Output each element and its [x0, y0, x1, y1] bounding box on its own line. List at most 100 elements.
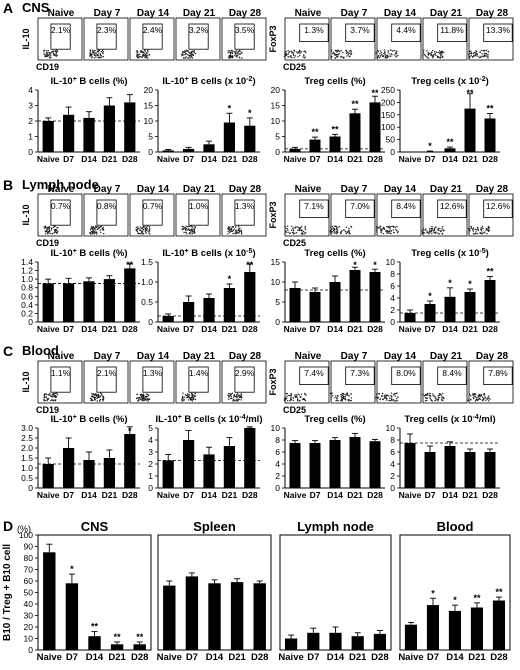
flow-event-dot [138, 232, 140, 235]
flow-y-axis-label: IL-10 [21, 204, 31, 225]
flow-event-dot [99, 395, 102, 397]
flow-event-dot [393, 393, 395, 396]
flow-event-dot [186, 393, 189, 395]
flow-event-dot [186, 49, 188, 51]
flow-event-dot [480, 227, 483, 229]
flow-event-dot [236, 400, 239, 402]
significance-marker: ** [331, 124, 339, 134]
flow-event-dot [148, 226, 151, 228]
flow-event-dot [390, 232, 392, 235]
flow-gate-percent: 0.8% [97, 201, 117, 211]
flow-event-dot [389, 397, 391, 399]
flow-event-dot [92, 232, 94, 235]
flow-event-dot [293, 56, 295, 59]
flow-event-dot [298, 229, 301, 232]
flow-event-dot [475, 229, 478, 231]
flow-event-dot [299, 226, 302, 229]
flow-event-dot [56, 50, 59, 52]
flow-event-dot [350, 397, 352, 399]
flow-event-dot [236, 392, 239, 395]
flow-event-dot [347, 400, 350, 402]
flow-event-dot [298, 226, 300, 229]
flow-event-dot [385, 55, 387, 58]
flow-event-dot [144, 231, 147, 233]
flow-event-dot [140, 393, 143, 396]
flow-event-dot [295, 232, 298, 234]
flow-event-dot [141, 227, 143, 230]
y-tick-label: 3.0 [21, 423, 33, 433]
flow-event-dot [181, 395, 184, 398]
flow-column-header: Day 21 [183, 184, 216, 195]
flow-event-dot [137, 54, 139, 57]
flow-event-dot [488, 227, 490, 229]
flow-event-dot [49, 232, 51, 235]
y-tick-label: 6 [275, 447, 280, 457]
flow-column-header: Day 28 [476, 351, 509, 362]
flow-event-dot [193, 51, 196, 54]
flow-event-dot [301, 225, 303, 228]
chart-title-text: Blood [437, 519, 474, 534]
flow-event-dot [289, 56, 292, 58]
flow-event-dot [344, 231, 347, 233]
flow-event-dot [93, 227, 96, 230]
x-tick-label: D21 [347, 490, 363, 500]
flow-event-dot [435, 54, 437, 56]
bar [464, 108, 476, 152]
flow-event-dot [437, 397, 440, 399]
bar [329, 136, 341, 152]
bar [124, 102, 136, 152]
flow-event-dot [343, 57, 345, 59]
flow-event-dot [144, 228, 147, 230]
y-tick-label: 200 [381, 97, 395, 107]
flow-gate-percent: 7.8% [488, 368, 508, 378]
flow-event-dot [137, 51, 139, 53]
flow-event-dot [299, 52, 301, 54]
flow-gate [437, 199, 467, 219]
chart-title-text: CNS [81, 519, 109, 534]
flow-event-dot [238, 398, 240, 400]
flow-event-dot [92, 393, 94, 396]
flow-event-dot [235, 229, 237, 231]
x-tick-label: D7 [307, 652, 319, 663]
flow-event-dot [90, 54, 93, 57]
flow-event-dot [386, 394, 389, 396]
flow-event-dot [472, 230, 474, 232]
chart-title-text: Treg cells (x 10 [404, 414, 472, 425]
chart-title: Spleen [193, 519, 236, 534]
flow-event-dot [336, 54, 338, 56]
flow-event-dot [92, 231, 94, 233]
flow-event-dot [102, 226, 104, 228]
flow-event-dot [144, 397, 146, 400]
flow-event-dot [96, 52, 98, 54]
flow-event-dot [337, 55, 339, 57]
flow-event-dot [286, 395, 288, 397]
flow-event-dot [473, 51, 476, 54]
flow-event-dot [188, 57, 190, 59]
bar [83, 460, 95, 488]
chart-title-text: IL-10 [51, 414, 73, 425]
flow-event-dot [301, 229, 303, 232]
flow-event-dot [289, 232, 291, 234]
flow-dot-cloud [89, 225, 105, 235]
flow-event-dot [56, 392, 58, 394]
flow-plot-frame [376, 360, 422, 404]
bar [309, 443, 321, 488]
flow-event-dot [387, 55, 389, 58]
flow-event-dot [439, 51, 442, 53]
chart-title-text: Treg cells (%) [304, 414, 365, 425]
flow-event-dot [96, 232, 98, 234]
flow-event-dot [229, 394, 232, 397]
flow-event-dot [229, 226, 231, 228]
flow-event-dot [228, 50, 230, 52]
flow-event-dot [442, 400, 444, 402]
bar [63, 283, 75, 322]
flow-event-dot [425, 394, 427, 396]
bar [253, 583, 266, 650]
flow-event-dot [435, 226, 437, 228]
flow-event-dot [233, 399, 235, 401]
panel-b-title: Lymph node [22, 177, 99, 192]
flow-column-header: Naive [295, 351, 322, 362]
flow-event-dot [381, 398, 384, 400]
bar [203, 144, 215, 153]
flow-dot-cloud [421, 392, 445, 402]
